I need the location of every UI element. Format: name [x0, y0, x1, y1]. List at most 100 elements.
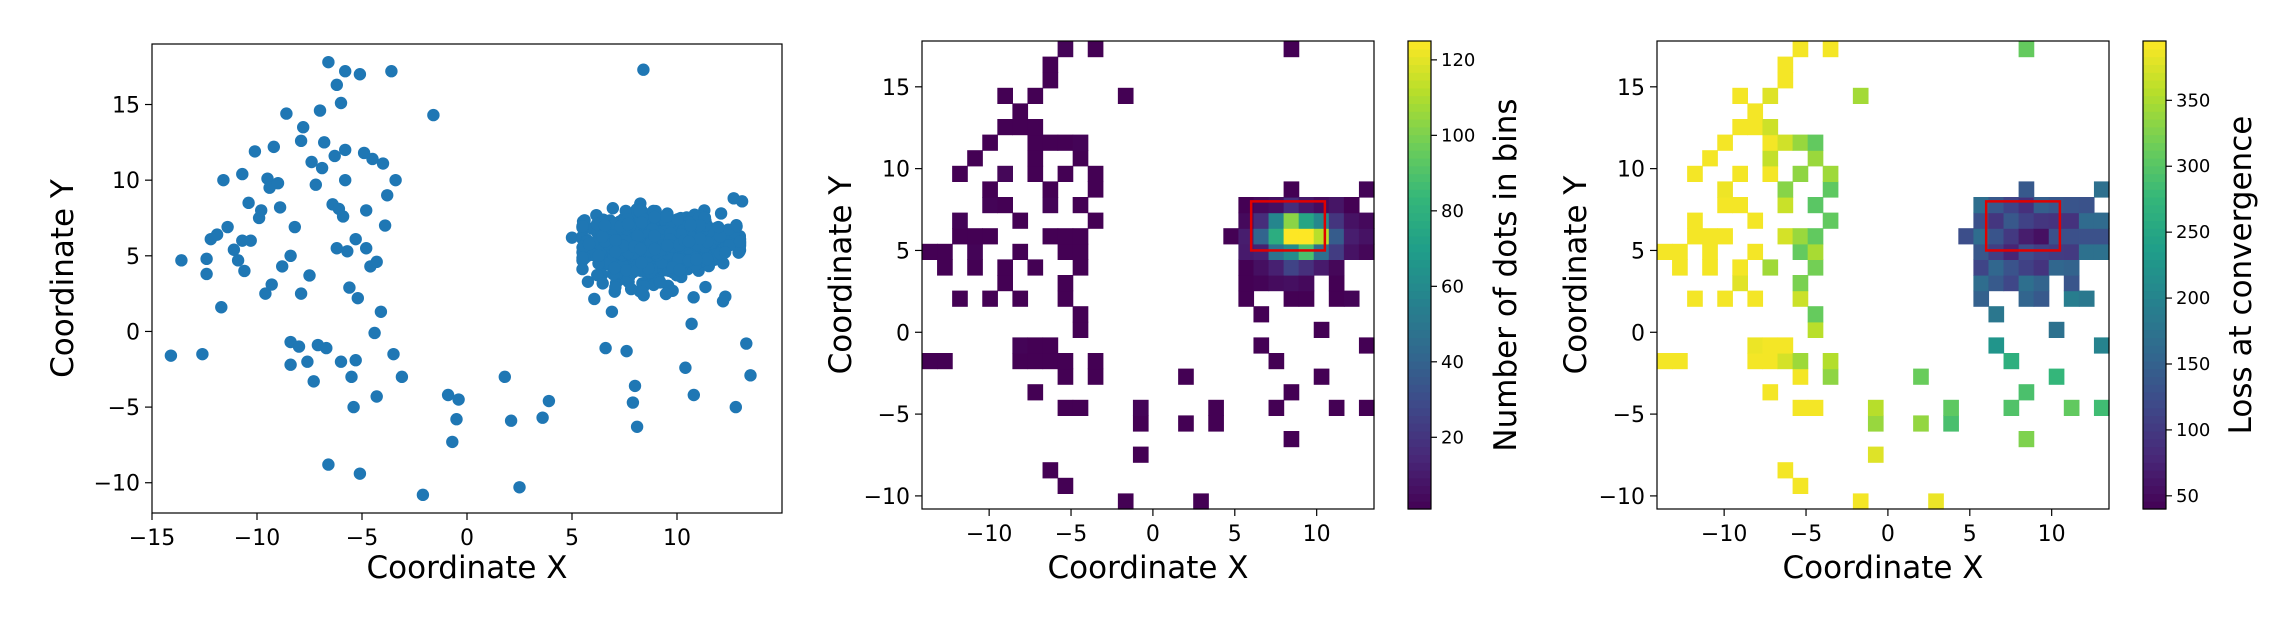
heatmap-cell [1988, 275, 2005, 292]
heatmap-cell [2093, 181, 2110, 198]
colorbar-segment [2143, 259, 2166, 268]
heatmap-cell [1867, 415, 1884, 432]
heatmap-cell [1238, 290, 1255, 307]
heatmap-cell [1072, 399, 1089, 416]
heatmap-cell [967, 150, 983, 167]
heatmap-cell [2018, 197, 2035, 214]
scatter-point [693, 218, 707, 232]
colorbar-segment [1408, 298, 1431, 307]
scatter-point [334, 96, 348, 110]
heatmap-cell [2048, 321, 2065, 338]
heatmap-cell [1762, 353, 1779, 370]
scatter-point [684, 219, 697, 232]
scatter-point [320, 341, 333, 355]
scatter-point [217, 173, 230, 187]
colorbar-segment [1408, 111, 1431, 120]
colorbar-segment [1408, 95, 1431, 104]
colorbar-segment [2143, 197, 2166, 206]
heatmap-cell [1958, 228, 1974, 245]
scatter-point [659, 210, 673, 223]
heatmap-cell [967, 259, 983, 276]
scatter-point [322, 458, 335, 471]
heatmap-cell [2093, 399, 2110, 416]
scatter-point [596, 230, 609, 243]
colorbar-segment [1408, 267, 1431, 276]
colorbar-segment [1408, 431, 1431, 440]
y-tick-label: −5 [108, 396, 140, 421]
heatmap-cell [1027, 119, 1044, 136]
colorbar-segment [2143, 189, 2166, 198]
colorbar-segment [2143, 470, 2166, 479]
colorbar-segment [1408, 220, 1431, 229]
colorbar-segment [2143, 56, 2166, 65]
scatter-point [581, 275, 595, 288]
heatmap-cell [1762, 337, 1779, 354]
colorbar-segment [1408, 56, 1431, 65]
x-tick-label: 5 [1963, 522, 1977, 547]
colorbar-segment [1408, 41, 1431, 50]
heatmap-cell [1328, 228, 1345, 245]
scatter-point [606, 202, 620, 215]
colorbar-segment [1408, 119, 1431, 128]
scatter-point [450, 413, 463, 426]
colorbar-segment [2143, 298, 2166, 307]
scatter-plot-frame [151, 43, 783, 514]
colorbar-segment [1408, 384, 1431, 393]
heatmap-cell [1298, 243, 1315, 260]
scatter-point [265, 278, 278, 291]
scatter-point [242, 196, 255, 210]
x-axis-label: Coordinate X [366, 550, 567, 586]
heatmap-cell [1732, 165, 1748, 182]
highlight-rectangle [1249, 200, 1327, 252]
heatmap-cell [1792, 275, 1809, 292]
heatmap-cell [1057, 477, 1074, 494]
colorbar-segment [1408, 368, 1431, 377]
colorbar-segment [2143, 360, 2166, 370]
scatter-point [389, 173, 402, 187]
heatmap-cell [1027, 134, 1044, 151]
heatmap-cell [2093, 243, 2110, 260]
heatmap-cell [1283, 41, 1300, 58]
heatmap-cell [997, 259, 1013, 276]
colorbar-segment [1408, 275, 1431, 284]
heatmap-cell [2078, 243, 2095, 260]
colorbar-segment [1408, 345, 1431, 354]
heatmap-cell [982, 134, 998, 151]
highlight-rectangle [1984, 200, 2062, 252]
colorbar-segment [1408, 150, 1431, 159]
scatter-point [735, 195, 749, 208]
heatmap-cell [2033, 197, 2050, 214]
heatmap-cell [2003, 259, 2020, 276]
scatter-point [659, 287, 673, 301]
scatter-point [648, 229, 661, 243]
heatmap-cell [2018, 290, 2035, 307]
heatmap-cell [1717, 197, 1733, 214]
colorbar-segment [1408, 485, 1431, 494]
heatmap-cell [937, 259, 953, 276]
heatmap-cell [1313, 368, 1330, 385]
colorbar-segment [2143, 384, 2166, 393]
y-tick-label: 15 [112, 94, 140, 119]
heatmap-cell [1747, 353, 1764, 370]
scatter-point [542, 394, 556, 408]
scatter-point [360, 204, 373, 217]
colorbar-tick-label: 40 [1441, 352, 1464, 373]
colorbar-tick-label: 200 [2176, 288, 2210, 309]
heatmap-cell [1042, 197, 1059, 214]
scatter-point [349, 232, 362, 246]
heatmap-cell [2093, 337, 2110, 354]
heatmap-cell [1193, 493, 1209, 510]
heatmap-plot-frame [921, 40, 1375, 510]
colorbar-tick-label: 100 [2176, 420, 2210, 441]
x-tick-label: −5 [1055, 522, 1087, 547]
y-tick-label: 0 [896, 321, 910, 346]
scatter-point [744, 369, 757, 382]
heatmap-cell [1988, 259, 2005, 276]
heatmap-cell [1343, 243, 1360, 260]
heatmap-cell [1012, 119, 1029, 136]
scatter-point [341, 245, 354, 258]
scatter-point [318, 136, 331, 149]
scatter-point [387, 347, 400, 361]
scatter-point [370, 255, 383, 269]
